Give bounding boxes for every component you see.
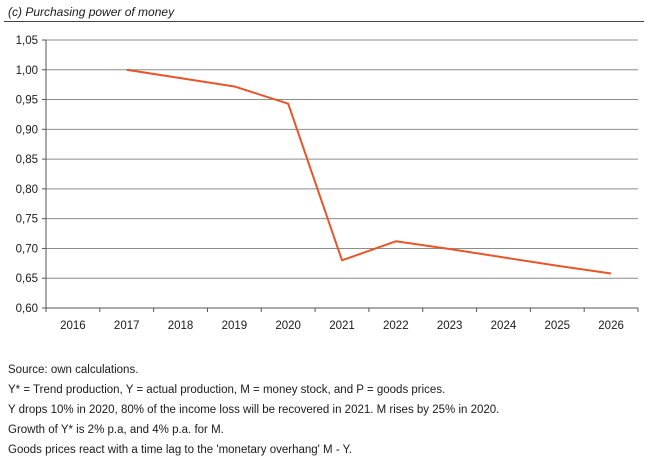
x-tick-label: 2021 <box>329 320 355 332</box>
y-tick-label: 0,85 <box>16 154 38 166</box>
assumption-note: Y drops 10% in 2020, 80% of the income l… <box>8 404 500 416</box>
x-tick-label: 2018 <box>168 320 194 332</box>
y-tick-label: 0,90 <box>16 124 38 136</box>
y-tick-label: 0,95 <box>16 95 38 107</box>
x-tick-label: 2026 <box>598 320 624 332</box>
growth-note: Growth of Y* is 2% p.a, and 4% p.a. for … <box>8 424 224 436</box>
y-tick-label: 0,65 <box>16 273 38 285</box>
y-tick-label: 0,60 <box>16 303 38 315</box>
x-tick-label: 2023 <box>437 320 463 332</box>
series-line <box>126 68 612 275</box>
x-tick-label: 2024 <box>491 320 517 332</box>
x-tick-label: 2017 <box>114 320 140 332</box>
chart-title-bar: (c) Purchasing power of money <box>4 3 644 22</box>
chart-notes: Source: own calculations. Y* = Trend pro… <box>8 360 644 460</box>
y-tick-label: 0,70 <box>16 243 38 255</box>
source-note: Source: own calculations. <box>8 364 139 376</box>
definitions-note: Y* = Trend production, Y = actual produc… <box>8 384 446 396</box>
x-tick-label: 2022 <box>383 320 409 332</box>
y-tick-label: 1,05 <box>16 35 38 47</box>
x-tick-label: 2025 <box>544 320 570 332</box>
x-tick-label: 2020 <box>275 320 301 332</box>
y-tick-label: 0,75 <box>16 214 38 226</box>
x-tick-label: 2016 <box>60 320 86 332</box>
price-reaction-note: Goods prices react with a time lag to th… <box>8 444 353 456</box>
purchasing-power-chart: 0,60 0,65 0,70 0,75 0,80 0,85 0,90 0,95 1,00 1,05… <box>16 35 639 332</box>
x-tick-label: 2019 <box>222 320 248 332</box>
y-tick-label: 1,00 <box>16 65 38 77</box>
y-tick-label: 0,80 <box>16 184 38 196</box>
chart-title: (c) Purchasing power of money <box>8 5 175 19</box>
